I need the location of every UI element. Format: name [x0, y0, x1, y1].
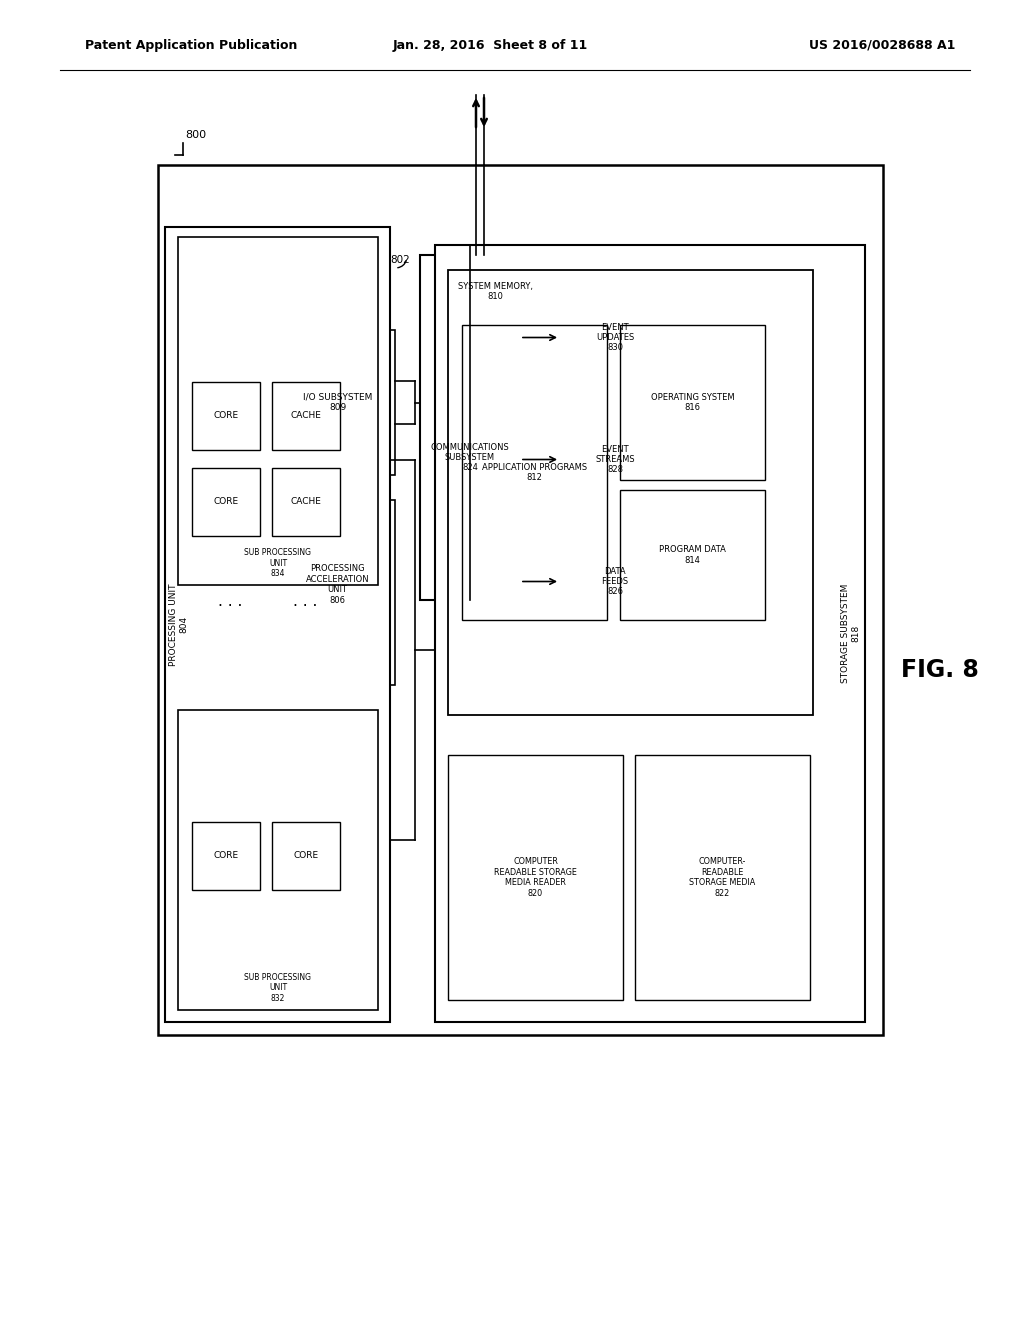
Text: Jan. 28, 2016  Sheet 8 of 11: Jan. 28, 2016 Sheet 8 of 11	[392, 38, 588, 51]
Bar	[158, 165, 883, 1035]
Text: SUB PROCESSING
UNIT
832: SUB PROCESSING UNIT 832	[245, 973, 311, 1003]
Text: SYSTEM MEMORY,
810: SYSTEM MEMORY, 810	[458, 282, 534, 301]
Text: DATA
FEEDS
826: DATA FEEDS 826	[601, 566, 629, 597]
Bar	[560, 407, 670, 512]
Text: COMPUTER-
READABLE
STORAGE MEDIA
822: COMPUTER- READABLE STORAGE MEDIA 822	[689, 858, 756, 898]
Text: Patent Application Publication: Patent Application Publication	[85, 38, 297, 51]
Text: CACHE: CACHE	[291, 498, 322, 507]
Bar	[560, 285, 670, 389]
Bar	[462, 325, 607, 620]
Bar	[449, 271, 813, 715]
Bar	[272, 469, 340, 536]
Text: COMPUTER
READABLE STORAGE
MEDIA READER
820: COMPUTER READABLE STORAGE MEDIA READER 8…	[494, 858, 577, 898]
Bar	[272, 381, 340, 450]
Bar	[165, 227, 390, 1022]
Bar	[178, 238, 378, 585]
Text: CORE: CORE	[213, 412, 239, 421]
Text: EVENT
STREAMS
828: EVENT STREAMS 828	[595, 445, 635, 474]
Bar	[280, 330, 395, 475]
Bar	[193, 381, 260, 450]
Text: SUB PROCESSING
UNIT
834: SUB PROCESSING UNIT 834	[245, 548, 311, 578]
Text: OPERATING SYSTEM
816: OPERATING SYSTEM 816	[650, 393, 734, 412]
Text: FIG. 8: FIG. 8	[901, 657, 979, 682]
Text: APPLICATION PROGRAMS
812: APPLICATION PROGRAMS 812	[482, 463, 587, 482]
Bar	[178, 710, 378, 1010]
Bar	[420, 255, 520, 601]
Text: PROCESSING UNIT
804: PROCESSING UNIT 804	[169, 583, 188, 665]
Text: PROCESSING
ACCELERATION
UNIT
806: PROCESSING ACCELERATION UNIT 806	[306, 565, 370, 605]
Bar	[272, 822, 340, 890]
Text: EVENT
UPDATES
830: EVENT UPDATES 830	[596, 322, 634, 352]
Text: 802: 802	[390, 255, 410, 265]
Text: STORAGE SUBSYSTEM
818: STORAGE SUBSYSTEM 818	[842, 583, 861, 684]
Text: 800: 800	[185, 129, 206, 140]
Text: CORE: CORE	[213, 498, 239, 507]
Text: US 2016/0028688 A1: US 2016/0028688 A1	[809, 38, 955, 51]
Text: . . .: . . .	[218, 594, 243, 610]
Text: PROGRAM DATA
814: PROGRAM DATA 814	[659, 545, 726, 565]
Bar	[620, 325, 765, 480]
Text: . . .: . . .	[293, 594, 317, 610]
Bar	[435, 246, 865, 1022]
Bar	[560, 529, 670, 634]
Bar	[193, 469, 260, 536]
Bar	[449, 755, 623, 1001]
Text: COMMUNICATIONS
SUBSYSTEM
824: COMMUNICATIONS SUBSYSTEM 824	[431, 442, 509, 473]
Text: CORE: CORE	[294, 851, 318, 861]
Bar	[193, 822, 260, 890]
Bar	[620, 490, 765, 620]
Bar	[635, 755, 810, 1001]
Text: CORE: CORE	[213, 851, 239, 861]
Bar	[280, 500, 395, 685]
Text: I/O SUBSYSTEM
809: I/O SUBSYSTEM 809	[303, 393, 372, 412]
Text: CACHE: CACHE	[291, 412, 322, 421]
